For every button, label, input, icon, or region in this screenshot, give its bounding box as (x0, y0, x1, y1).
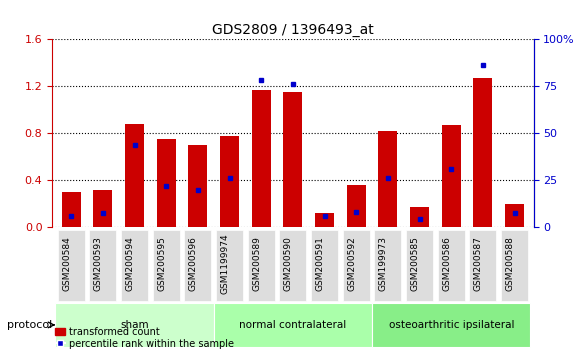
Bar (125, 124, 144, 228)
Text: GSM199973: GSM199973 (379, 236, 388, 291)
Text: GSM200596: GSM200596 (189, 236, 198, 291)
Text: GSM200590: GSM200590 (284, 236, 293, 291)
Bar (61, 192, 81, 228)
FancyBboxPatch shape (375, 230, 401, 301)
Bar (284, 92, 302, 228)
Bar (252, 90, 271, 228)
Bar (473, 78, 492, 228)
Text: GSM200585: GSM200585 (411, 236, 419, 291)
Text: GSM200591: GSM200591 (316, 236, 325, 291)
Bar (505, 204, 524, 228)
Text: GSM200587: GSM200587 (474, 236, 483, 291)
FancyBboxPatch shape (55, 303, 213, 347)
Text: GSM200593: GSM200593 (94, 236, 103, 291)
Text: GSM200588: GSM200588 (506, 236, 514, 291)
Bar (378, 131, 397, 228)
FancyBboxPatch shape (501, 230, 528, 301)
FancyBboxPatch shape (184, 230, 211, 301)
Text: GSM200592: GSM200592 (347, 236, 356, 291)
Bar (93, 190, 113, 228)
Text: GSM200595: GSM200595 (157, 236, 166, 291)
FancyBboxPatch shape (58, 230, 85, 301)
Bar (347, 185, 366, 228)
Text: GSM200594: GSM200594 (125, 236, 135, 291)
Bar (410, 207, 429, 228)
FancyBboxPatch shape (153, 230, 180, 301)
Bar (157, 139, 176, 228)
FancyBboxPatch shape (406, 230, 433, 301)
FancyBboxPatch shape (469, 230, 496, 301)
Text: GSM1199974: GSM1199974 (220, 233, 230, 294)
Text: normal contralateral: normal contralateral (240, 320, 346, 330)
Text: GSM200584: GSM200584 (62, 236, 71, 291)
FancyBboxPatch shape (343, 230, 369, 301)
Text: GSM200589: GSM200589 (252, 236, 261, 291)
Text: osteoarthritic ipsilateral: osteoarthritic ipsilateral (389, 320, 514, 330)
Bar (315, 213, 334, 228)
Bar (442, 125, 461, 228)
FancyBboxPatch shape (280, 230, 306, 301)
FancyBboxPatch shape (438, 230, 465, 301)
FancyBboxPatch shape (213, 303, 372, 347)
FancyBboxPatch shape (311, 230, 338, 301)
Title: GDS2809 / 1396493_at: GDS2809 / 1396493_at (212, 23, 374, 36)
FancyBboxPatch shape (89, 230, 117, 301)
FancyBboxPatch shape (121, 230, 148, 301)
FancyBboxPatch shape (216, 230, 243, 301)
FancyBboxPatch shape (248, 230, 275, 301)
Text: protocol: protocol (8, 320, 53, 330)
FancyBboxPatch shape (372, 303, 531, 347)
Bar (220, 136, 239, 228)
Bar (188, 145, 208, 228)
Legend: transformed count, percentile rank within the sample: transformed count, percentile rank withi… (51, 323, 238, 353)
Text: sham: sham (120, 320, 149, 330)
Text: GSM200586: GSM200586 (443, 236, 451, 291)
